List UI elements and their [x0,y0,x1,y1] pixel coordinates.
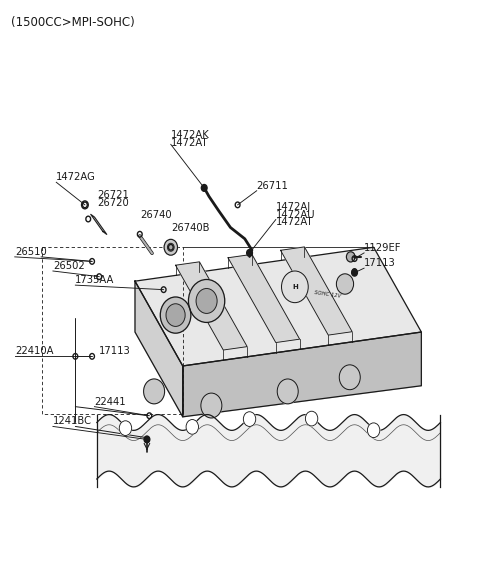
Text: 26510: 26510 [15,247,47,257]
Text: 26711: 26711 [257,181,288,191]
Circle shape [339,365,360,390]
Polygon shape [91,214,107,235]
Polygon shape [135,247,421,366]
Text: 1472AG: 1472AG [56,172,96,182]
Circle shape [347,252,355,262]
Circle shape [160,297,191,333]
Circle shape [352,269,357,274]
Text: 17113: 17113 [364,258,396,268]
Polygon shape [176,262,247,350]
Text: 1129EF: 1129EF [364,243,402,253]
Circle shape [201,393,222,418]
Circle shape [336,274,354,294]
Polygon shape [183,332,421,417]
Text: 26721: 26721 [97,190,129,200]
Circle shape [166,304,185,327]
Circle shape [352,269,358,276]
Circle shape [164,239,178,255]
Text: 1472AU: 1472AU [276,210,315,220]
Circle shape [186,420,199,434]
Text: 22410A: 22410A [15,346,53,356]
Circle shape [144,379,165,404]
Circle shape [196,289,217,314]
Text: SOHC 12V: SOHC 12V [314,290,342,299]
Circle shape [281,271,308,303]
Text: (1500CC>MPI-SOHC): (1500CC>MPI-SOHC) [11,15,135,28]
Circle shape [367,423,380,437]
Text: 26740: 26740 [140,210,171,220]
Text: 1241BC: 1241BC [53,416,92,427]
Circle shape [201,185,207,191]
Text: 26502: 26502 [53,261,84,271]
Text: 1735AA: 1735AA [75,275,115,285]
Circle shape [247,249,252,256]
Circle shape [277,379,298,404]
Text: 17113: 17113 [99,346,131,356]
Text: 1472AT: 1472AT [276,218,313,227]
Circle shape [168,243,174,251]
Text: 1472AT: 1472AT [171,139,208,148]
Text: 22441: 22441 [95,396,126,407]
Circle shape [189,279,225,323]
Circle shape [243,412,256,427]
Text: 26740B: 26740B [171,223,209,233]
Circle shape [144,436,150,443]
Text: 1472AJ: 1472AJ [276,202,311,212]
Circle shape [144,437,149,442]
Text: 1472AK: 1472AK [171,131,210,140]
Circle shape [305,411,318,426]
Polygon shape [228,254,300,343]
Text: H: H [292,284,298,290]
Polygon shape [135,281,183,417]
Circle shape [119,421,132,436]
Polygon shape [281,247,352,335]
Text: 26720: 26720 [97,198,129,208]
